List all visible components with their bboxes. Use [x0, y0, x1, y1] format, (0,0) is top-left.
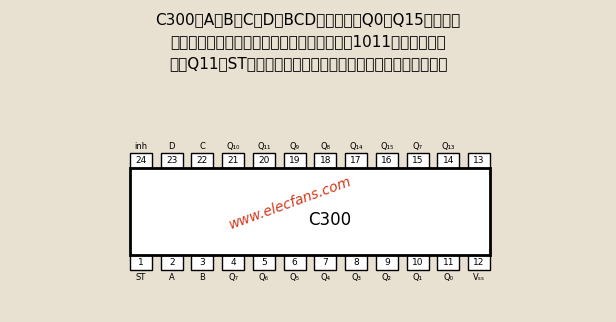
Bar — [253, 255, 275, 270]
Text: C: C — [200, 142, 205, 151]
Text: 14: 14 — [442, 156, 454, 165]
Text: 24: 24 — [136, 156, 147, 165]
Text: Q₁₃: Q₁₃ — [442, 142, 455, 151]
Bar — [376, 153, 398, 168]
Text: 11: 11 — [442, 258, 454, 267]
Text: Q₁₄: Q₁₄ — [349, 142, 363, 151]
Text: Q₆: Q₆ — [259, 273, 269, 282]
Text: 9: 9 — [384, 258, 390, 267]
Text: Q₁₅: Q₁₅ — [380, 142, 394, 151]
Bar — [222, 255, 244, 270]
Text: 某一输入状态的选择输出。例如对应于输入为1011的输出，选中: 某一输入状态的选择输出。例如对应于输入为1011的输出，选中 — [170, 34, 446, 49]
Text: 10: 10 — [411, 258, 423, 267]
Text: Q₉: Q₉ — [290, 142, 299, 151]
Text: 21: 21 — [227, 156, 239, 165]
Text: 13: 13 — [473, 156, 485, 165]
Text: Q₁: Q₁ — [413, 273, 423, 282]
Text: C300的A、B、C、D为BCD码输入端，Q0～Q15为对应于: C300的A、B、C、D为BCD码输入端，Q0～Q15为对应于 — [155, 12, 461, 27]
Bar — [468, 255, 490, 270]
Text: D: D — [169, 142, 175, 151]
Bar — [345, 153, 367, 168]
Bar — [283, 255, 306, 270]
Text: 端为Q11。ST端为锁存控制端，通过对该端的控制，可将输入的: 端为Q11。ST端为锁存控制端，通过对该端的控制，可将输入的 — [169, 56, 447, 71]
Text: Q₇: Q₇ — [413, 142, 423, 151]
Text: ST: ST — [136, 273, 146, 282]
Text: Vₛₛ: Vₛₛ — [473, 273, 485, 282]
Bar — [407, 255, 429, 270]
Bar — [314, 255, 336, 270]
Bar — [314, 153, 336, 168]
Bar — [222, 153, 244, 168]
Text: Q₁₀: Q₁₀ — [227, 142, 240, 151]
Text: Q₇: Q₇ — [228, 273, 238, 282]
Text: 4: 4 — [230, 258, 236, 267]
Text: 12: 12 — [473, 258, 485, 267]
Text: 6: 6 — [292, 258, 298, 267]
Bar — [437, 255, 460, 270]
Bar — [437, 153, 460, 168]
Bar — [253, 153, 275, 168]
Text: 15: 15 — [411, 156, 423, 165]
Bar — [192, 255, 214, 270]
Bar — [130, 255, 152, 270]
Text: Q₃: Q₃ — [351, 273, 361, 282]
Text: 2: 2 — [169, 258, 174, 267]
Bar — [283, 153, 306, 168]
Bar — [376, 255, 398, 270]
Text: 18: 18 — [320, 156, 331, 165]
Text: Q₅: Q₅ — [290, 273, 299, 282]
Bar — [468, 153, 490, 168]
Text: 23: 23 — [166, 156, 177, 165]
Text: 5: 5 — [261, 258, 267, 267]
Text: 3: 3 — [200, 258, 205, 267]
Text: inh: inh — [134, 142, 148, 151]
Text: Q₈: Q₈ — [320, 142, 330, 151]
Text: A: A — [169, 273, 174, 282]
Text: www.elecfans.com: www.elecfans.com — [227, 175, 353, 232]
Bar — [345, 255, 367, 270]
Text: 19: 19 — [289, 156, 301, 165]
Text: C300: C300 — [309, 211, 352, 229]
Text: B: B — [200, 273, 205, 282]
Bar — [192, 153, 214, 168]
Text: 8: 8 — [353, 258, 359, 267]
Bar — [130, 168, 490, 255]
Bar — [130, 153, 152, 168]
Text: 16: 16 — [381, 156, 392, 165]
Text: Q₁₁: Q₁₁ — [257, 142, 270, 151]
Bar — [161, 255, 183, 270]
Text: 20: 20 — [258, 156, 270, 165]
Text: 1: 1 — [138, 258, 144, 267]
Text: Q₀: Q₀ — [444, 273, 453, 282]
Text: 7: 7 — [323, 258, 328, 267]
Text: Q₂: Q₂ — [382, 273, 392, 282]
Text: 22: 22 — [197, 156, 208, 165]
Text: Q₄: Q₄ — [320, 273, 330, 282]
Bar — [161, 153, 183, 168]
Bar — [407, 153, 429, 168]
Text: 17: 17 — [351, 156, 362, 165]
